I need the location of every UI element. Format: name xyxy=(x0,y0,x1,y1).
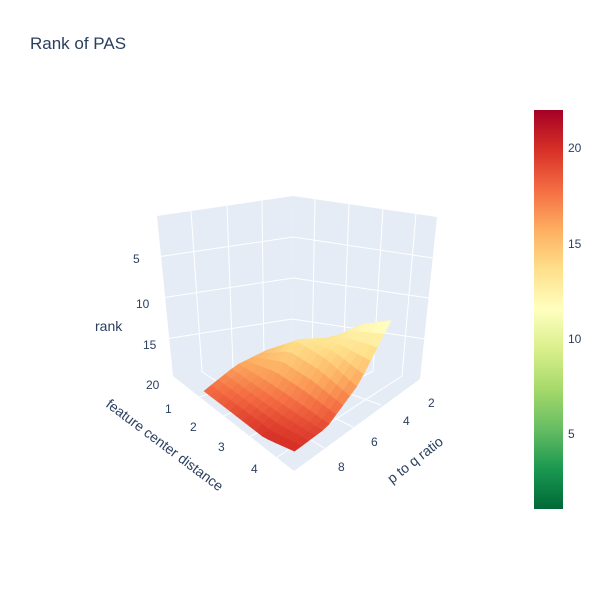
y-tick-label: 2 xyxy=(428,396,435,410)
x-tick-label: 2 xyxy=(190,420,197,434)
x-tick-label: 3 xyxy=(218,440,225,454)
x-tick-label: 4 xyxy=(251,462,258,476)
y-tick-label: 8 xyxy=(338,460,345,474)
chart-title: Rank of PAS xyxy=(30,34,127,53)
z-tick-label: 20 xyxy=(146,378,160,392)
colorbar xyxy=(534,110,563,509)
colorbar-tick-label: 5 xyxy=(568,427,575,441)
y-axis-title: p to q ratio xyxy=(384,433,446,486)
surface-patch xyxy=(287,442,302,452)
colorbar-tick-label: 20 xyxy=(568,141,582,155)
colorbar-tick-label: 15 xyxy=(568,237,582,251)
back-left-gridlines xyxy=(156,200,294,373)
z-tick-label: 5 xyxy=(133,252,140,266)
colorbar-tick-label: 10 xyxy=(568,332,582,346)
z-tick-label: 10 xyxy=(136,297,150,311)
rank-surface[interactable] xyxy=(203,320,392,452)
x-tick-label: 1 xyxy=(165,402,172,416)
y-tick-label: 4 xyxy=(403,414,410,428)
y-tick-label: 6 xyxy=(371,435,378,449)
back-left-pane xyxy=(157,196,293,376)
z-tick-label: 15 xyxy=(143,338,157,352)
z-axis-title: rank xyxy=(95,318,123,334)
back-right-pane xyxy=(292,196,437,379)
